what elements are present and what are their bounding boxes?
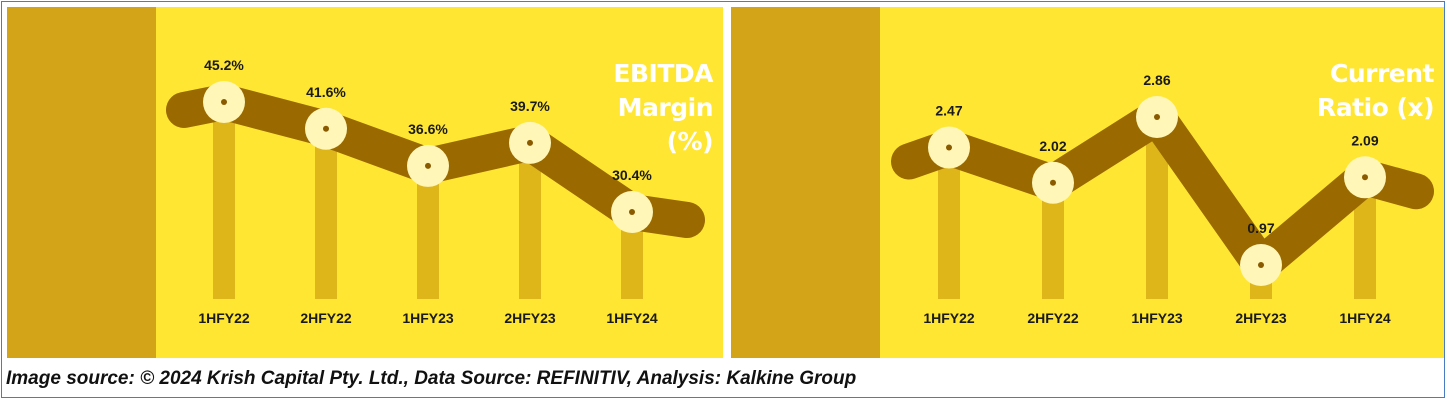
drop-column [1042, 182, 1064, 299]
current-ratio-chart: 2.47 2.02 2.86 0.97 2.09 1HFY22 2HFY22 1HFY23 2H… [891, 72, 1434, 326]
ebitda-margin-chart: 45.2% 41.6% 36.6% 39.7% 30.4% 1HFY22 2HFY22 1HF… [166, 57, 705, 326]
chart-title-line-1: EBITDA [613, 59, 713, 88]
title-band [7, 7, 156, 358]
drop-column [315, 128, 337, 299]
x-tick-label: 2HFY23 [1235, 310, 1287, 326]
chart-title-line-2: Ratio (x) [1317, 93, 1435, 122]
chart-title: Current Ratio (x) [1294, 57, 1435, 125]
drop-column [1354, 177, 1376, 299]
data-label: 0.97 [1247, 220, 1274, 236]
data-label: 2.09 [1351, 132, 1378, 148]
x-tick-label: 1HFY22 [198, 310, 250, 326]
data-label: 36.6% [408, 121, 448, 137]
ebitda-margin-panel: EBITDA Margin (%) 45.2% 41.6% 36.6% 39.7% 30… [7, 7, 723, 358]
current-ratio-panel: Current Ratio (x) 2.47 2.02 2.86 0.97 2.09 1H… [731, 7, 1444, 358]
data-point-dot [527, 139, 533, 146]
drop-column [621, 212, 643, 299]
data-point-dot [1362, 174, 1368, 181]
drop-column [1146, 117, 1168, 299]
chart-title-line-1: Current [1329, 59, 1435, 88]
x-tick-label: 1HFY22 [923, 310, 975, 326]
x-tick-label: 1HFY23 [1131, 310, 1183, 326]
data-point-dot [221, 99, 227, 105]
x-tick-label: 2HFY22 [300, 310, 352, 326]
chart-title-line-2: Margin (%) [617, 93, 714, 156]
x-tick-label: 2HFY23 [504, 310, 556, 326]
data-point-dot [323, 125, 329, 132]
data-point-dot [1154, 114, 1160, 120]
x-tick-label: 1HFY24 [1339, 310, 1391, 326]
source-caption: Image source: © 2024 Krish Capital Pty. … [6, 368, 857, 389]
data-label: 30.4% [612, 167, 652, 183]
x-tick-label: 1HFY24 [606, 310, 658, 326]
drop-column [213, 102, 235, 299]
x-tick-label: 2HFY22 [1027, 310, 1079, 326]
drop-column [938, 147, 960, 299]
data-label: 2.86 [1143, 72, 1170, 88]
data-label: 2.47 [935, 103, 962, 119]
chart-title: EBITDA Margin (%) [573, 57, 713, 159]
data-point-dot [425, 162, 431, 169]
data-point-dot [629, 209, 635, 215]
data-label: 45.2% [204, 57, 244, 73]
drop-column [519, 142, 541, 299]
data-point-dot [1050, 179, 1056, 186]
data-label: 41.6% [306, 84, 346, 100]
data-point-dot [946, 144, 952, 151]
data-label: 39.7% [510, 98, 550, 114]
x-tick-label: 1HFY23 [402, 310, 454, 326]
title-band [731, 7, 880, 358]
drop-column [417, 165, 439, 299]
data-point-dot [1258, 262, 1264, 268]
data-label: 2.02 [1039, 138, 1066, 154]
